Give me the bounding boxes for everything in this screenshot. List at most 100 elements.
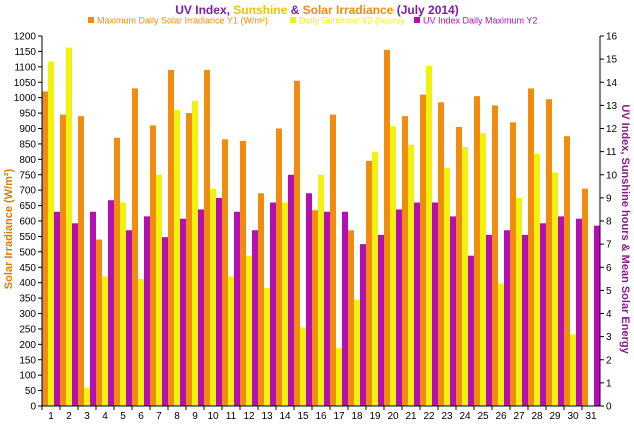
y-tick-label-left-450: 450 [19, 263, 36, 274]
legend-swatch-1 [88, 17, 94, 23]
bar-s2-day-8 [174, 110, 180, 406]
legend: Maximum Daily Solar Irradiance Y1 (W/m²)… [88, 16, 537, 26]
legend-label-3: UV Index Daily Maximum Y2 [423, 16, 537, 26]
y-tick-label-left-1050: 1050 [14, 78, 37, 89]
x-tick-label-3: 3 [84, 411, 90, 420]
y-tick-label-right-7: 7 [606, 240, 612, 251]
y-tick-label-right-4: 4 [606, 309, 612, 320]
bar-s1-day-23 [438, 102, 444, 406]
bar-s3-day-11 [234, 211, 240, 406]
x-tick-label-13: 13 [261, 411, 273, 420]
bar-s1-day-30 [564, 136, 570, 406]
bar-s1-day-24 [456, 126, 462, 407]
bar-s3-day-15 [306, 193, 312, 406]
bar-s1-day-27 [510, 122, 516, 406]
bar-s3-day-1 [54, 211, 60, 406]
y-tick-label-left-950: 950 [19, 109, 36, 120]
y-tick-label-right-5: 5 [606, 286, 612, 297]
y-tick-label-left-1150: 1150 [14, 47, 36, 58]
x-tick-label-6: 6 [138, 411, 144, 420]
bar-s3-day-31 [594, 225, 600, 407]
bar-s2-day-21 [408, 144, 414, 406]
y-tick-label-right-15: 15 [606, 55, 618, 66]
y-tick-label-right-10: 10 [606, 170, 618, 181]
x-tick-label-19: 19 [369, 411, 381, 420]
x-tick-label-28: 28 [531, 411, 543, 420]
x-tick-label-5: 5 [120, 411, 126, 420]
bar-s1-day-16 [312, 210, 318, 406]
bar-s3-day-3 [90, 211, 96, 406]
bar-s1-day-11 [222, 139, 228, 407]
bar-s1-day-18 [348, 230, 354, 406]
y-tick-label-left-0: 0 [30, 402, 36, 413]
y-tick-label-right-2: 2 [606, 355, 612, 366]
title-part-date: (July 2014) [393, 3, 458, 17]
bar-s3-day-24 [468, 255, 474, 406]
bar-s1-day-7 [150, 125, 156, 407]
bar-s3-day-16 [324, 211, 330, 406]
y-tick-label-left-350: 350 [19, 294, 36, 305]
bar-s2-day-9 [192, 100, 198, 406]
title-part-amp: & [287, 3, 302, 17]
y-tick-label-left-700: 700 [19, 186, 36, 197]
x-tick-label-30: 30 [567, 411, 579, 420]
bar-s2-day-27 [516, 197, 522, 407]
bar-s1-day-2 [60, 114, 66, 407]
y-tick-label-right-12: 12 [606, 124, 618, 135]
bar-s1-day-5 [114, 137, 120, 406]
bar-s3-day-9 [198, 209, 204, 406]
bar-s3-day-7 [162, 237, 168, 406]
y-tick-label-right-11: 11 [606, 147, 617, 158]
bar-s1-day-1 [42, 91, 48, 406]
y-tick-label-right-9: 9 [606, 193, 612, 204]
y-tick-label-left-850: 850 [19, 139, 36, 150]
y-tick-label-left-150: 150 [19, 355, 36, 366]
bar-s1-day-8 [168, 69, 174, 407]
y-tick-label-right-16: 16 [606, 32, 618, 43]
bar-s3-day-20 [396, 209, 402, 406]
x-tick-label-23: 23 [441, 411, 453, 420]
bar-s1-day-19 [366, 160, 372, 407]
bar-s2-day-24 [462, 147, 468, 406]
x-tick-label-21: 21 [405, 411, 417, 420]
axes: 0501001502002503003504004505005506006507… [14, 32, 618, 423]
bar-s1-day-20 [384, 49, 390, 407]
bar-s1-day-22 [420, 94, 426, 406]
y-tick-label-right-14: 14 [606, 78, 618, 89]
y-tick-label-left-1100: 1100 [14, 62, 36, 73]
bar-s3-day-4 [108, 200, 114, 406]
bar-s3-day-18 [360, 244, 366, 407]
x-tick-label-18: 18 [351, 411, 363, 420]
x-tick-label-12: 12 [243, 411, 255, 420]
y-tick-label-right-6: 6 [606, 263, 612, 274]
bar-s2-day-23 [444, 167, 450, 406]
bar-s1-day-9 [186, 113, 192, 406]
y-tick-label-left-100: 100 [19, 371, 36, 382]
bar-s2-day-14 [282, 202, 288, 406]
bar-s2-day-20 [390, 126, 396, 406]
x-tick-label-9: 9 [192, 411, 198, 420]
bar-s3-day-5 [126, 230, 132, 406]
bar-s3-day-8 [180, 218, 186, 406]
bar-s1-day-21 [402, 116, 408, 407]
bar-s1-day-14 [276, 128, 282, 406]
bar-s2-day-11 [228, 276, 234, 406]
x-tick-label-22: 22 [423, 411, 435, 420]
x-tick-label-2: 2 [66, 411, 72, 420]
title-part-sunshine: Sunshine [233, 3, 287, 17]
bar-s2-day-6 [138, 278, 144, 406]
y-tick-label-left-1000: 1000 [14, 93, 37, 104]
bar-s1-day-26 [492, 105, 498, 407]
bar-s3-day-26 [504, 230, 510, 406]
bar-s1-day-15 [294, 80, 300, 407]
y-tick-label-left-500: 500 [19, 247, 36, 258]
x-tick-label-25: 25 [477, 411, 489, 420]
bar-s3-day-6 [144, 216, 150, 406]
x-tick-label-10: 10 [207, 411, 219, 420]
bar-s2-day-15 [300, 327, 306, 407]
y-tick-label-left-1200: 1200 [14, 32, 37, 43]
y-tick-label-left-650: 650 [19, 201, 36, 212]
bar-s2-day-16 [318, 174, 324, 406]
